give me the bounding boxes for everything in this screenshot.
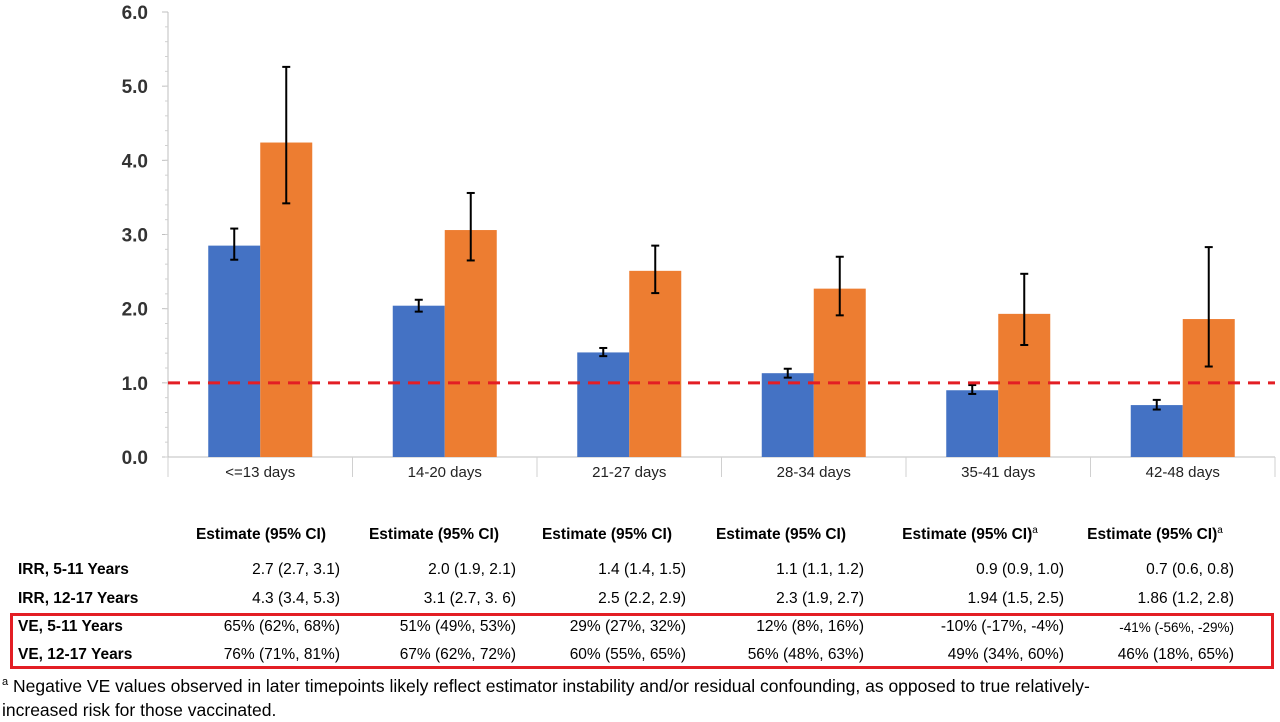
table-cell: 1.1 (1.1, 1.2) [776,560,864,578]
bars-group [208,142,1235,458]
table-cell: -41% (-56%, -29%) [1119,619,1234,635]
table-cell: 49% (34%, 60%) [947,646,1064,663]
table-cell: 2.3 (1.9, 2.7) [776,589,864,607]
table-header-cell: Estimate (95% CI)a [902,524,1038,543]
results-table: Estimate (95% CI) Estimate (95% CI) Esti… [18,515,1240,669]
footnote-marker: a [1217,524,1223,536]
y-tick-label: 4.0 [122,151,148,172]
table-row: IRR, 5-11 Years 2.7 (2.7, 3.1) 2.0 (1.9,… [18,555,1240,584]
table-header-cell: Estimate (95% CI) [195,526,327,543]
table-cell: 1.4 (1.4, 1.5) [598,560,686,578]
table-corner [18,515,176,555]
row-label: IRR, 5-11 Years [18,560,129,578]
y-axis-group: 0.0 1.0 2.0 3.0 4.0 5.0 6.0 [122,3,169,469]
table-cell: 29% (27%, 32%) [569,618,686,635]
bar [946,390,999,457]
row-label: VE, 12-17 Years [18,646,133,663]
table-header-cell: Estimate (95% CI) [368,526,500,543]
table-cell: 0.7 (0.6, 0.8) [1146,560,1234,578]
table-cell: 60% (55%, 65%) [569,646,686,663]
y-tick-label: 6.0 [122,3,148,24]
table-header-row: Estimate (95% CI) Estimate (95% CI) Esti… [18,515,1240,555]
table-cell: 4.3 (3.4, 5.3) [252,589,340,607]
table-header-cell: Estimate (95% CI) [715,526,847,543]
ve-highlight-box [10,613,1274,669]
table-cell: 65% (62%, 68%) [223,618,340,635]
bar-chart: 0.0 1.0 2.0 3.0 4.0 5.0 6.0 <=13 days 14-20 day… [122,3,1276,481]
y-tick-label: 1.0 [122,374,148,395]
table-cell: 56% (48%, 63%) [747,646,864,663]
table-cell: 2.0 (1.9, 2.1) [428,560,516,578]
table-cell: 3.1 (2.7, 3. 6) [423,589,516,607]
table-cell: 1.94 (1.5, 2.5) [967,589,1064,607]
x-tick-label: 28-34 days [777,464,851,481]
bar [629,270,682,457]
x-tick-label: 14-20 days [408,464,482,481]
x-axis-group: <=13 days 14-20 days 21-27 days 28-34 days 3… [167,456,1276,481]
table-cell: -10% (-17%, -4%) [940,618,1064,635]
table-cell: 46% (18%, 65%) [1117,646,1234,663]
x-tick-label: 35-41 days [961,464,1035,481]
x-tick-label: 42-48 days [1146,464,1220,481]
table-header-cell: Estimate (95% CI)a [1087,524,1223,543]
footnote-marker: a [1032,524,1038,536]
table-cell: 1.86 (1.2, 2.8) [1137,589,1234,607]
table-cell: 2.7 (2.7, 3.1) [252,560,340,578]
bar [761,373,814,457]
bar [444,230,497,457]
table-cell: 67% (62%, 72%) [399,646,516,663]
y-tick-label: 3.0 [122,226,148,247]
bar [813,288,866,457]
table-row: IRR, 12-17 Years 4.3 (3.4, 5.3) 3.1 (2.7… [18,584,1240,613]
bar [208,245,261,457]
table-cell: 12% (8%, 16%) [756,618,864,635]
x-tick-label: <=13 days [225,464,295,481]
error-bars-group [230,65,1213,411]
x-tick-label: 21-27 days [592,464,666,481]
footnote-marker: a [2,676,9,689]
footnote: a Negative VE values observed in later t… [2,674,1278,722]
y-tick-label: 5.0 [122,77,148,98]
y-tick-label: 2.0 [122,300,148,321]
bar [1130,405,1183,457]
row-label: VE, 5-11 Years [18,618,123,635]
table-cell: 0.9 (0.9, 1.0) [976,560,1064,578]
table-row: VE, 12-17 Years 76% (71%, 81%) 67% (62%,… [18,641,1240,669]
table-header-cell: Estimate (95% CI) [541,526,673,543]
table-cell: 76% (71%, 81%) [223,646,340,663]
footnote-text-line2: increased risk for those vaccinated. [2,700,277,720]
table-row: VE, 5-11 Years 65% (62%, 68%) 51% (49%, … [18,613,1240,641]
table-cell: 2.5 (2.2, 2.9) [598,589,686,607]
table-cell: 51% (49%, 53%) [399,618,516,635]
y-tick-label: 0.0 [122,448,148,469]
bar [577,352,630,457]
row-label: IRR, 12-17 Years [18,589,139,607]
footnote-text-line1: Negative VE values observed in later tim… [13,676,1090,696]
